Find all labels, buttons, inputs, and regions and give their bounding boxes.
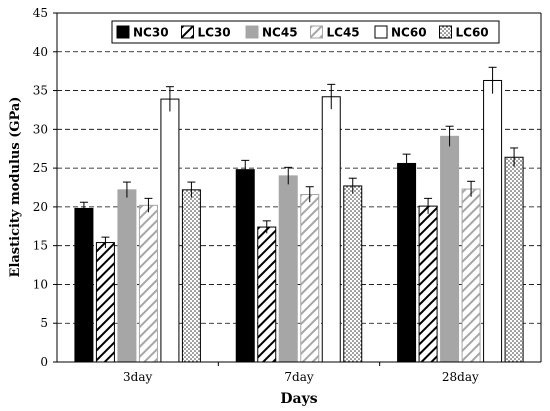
- legend-swatch-nc60: [374, 25, 388, 39]
- y-tick-label: 20: [33, 200, 48, 214]
- bar-lc60-3day: [181, 189, 201, 363]
- y-tick-label: 15: [33, 239, 48, 253]
- bar-nc30-28day: [397, 162, 417, 363]
- legend-label-lc45: LC45: [327, 26, 360, 40]
- bar-nc60-7day: [321, 96, 341, 363]
- bar-nc60-3day: [160, 98, 180, 363]
- axes: [56, 12, 542, 363]
- bar-lc45-3day: [138, 204, 158, 363]
- legend-swatch-lc45: [310, 25, 323, 39]
- y-tick-label: 30: [33, 122, 48, 136]
- legend-label-lc60: LC60: [456, 26, 489, 40]
- bar-lc45-7day: [300, 193, 320, 363]
- x-tick-labels: 3day 7day 28day: [123, 362, 479, 384]
- y-axis-title: Elasticity modulus (GPa): [8, 97, 23, 278]
- x-tick-label: 28day: [442, 370, 479, 384]
- bars: [74, 66, 524, 363]
- bar-lc60-28day: [504, 156, 524, 363]
- bar-lc30-28day: [418, 205, 438, 363]
- bar-lc30-3day: [95, 242, 115, 363]
- x-tick-label: 3day: [123, 370, 152, 384]
- y-tick-label: 10: [33, 277, 48, 291]
- y-tick-labels: 0 5 10 15 20 25 30 35 40 45: [33, 6, 48, 369]
- bar-nc45-3day: [117, 189, 137, 363]
- legend-swatch-nc30: [116, 25, 130, 39]
- legend-swatch-lc30: [181, 25, 194, 39]
- legend-swatch-lc60: [439, 25, 452, 39]
- y-tick-label: 45: [33, 6, 48, 20]
- x-axis-title: Days: [280, 391, 317, 407]
- legend: NC30 LC30 NC45 LC45 NC60 LC60: [111, 20, 500, 44]
- legend-label-nc45: NC45: [262, 26, 298, 40]
- bar-lc45-28day: [461, 188, 481, 363]
- bar-nc30-7day: [235, 169, 255, 363]
- legend-label-lc30: LC30: [198, 26, 231, 40]
- bar-lc60-7day: [343, 185, 363, 363]
- legend-label-nc30: NC30: [133, 26, 169, 40]
- bar-nc45-7day: [278, 175, 298, 363]
- legend-frame: [111, 20, 500, 44]
- bar-nc45-28day: [440, 135, 460, 363]
- x-tick-label: 7day: [284, 370, 313, 384]
- legend-label-nc60: NC60: [391, 26, 427, 40]
- y-tick-label: 40: [33, 45, 48, 59]
- bar-nc60-28day: [483, 79, 503, 363]
- legend-swatch-nc45: [245, 25, 259, 39]
- gridlines: [53, 12, 541, 363]
- bar-lc30-7day: [257, 226, 277, 363]
- y-tick-label: 35: [33, 84, 48, 98]
- y-tick-label: 5: [40, 316, 48, 330]
- y-tick-label: 25: [33, 161, 48, 175]
- bar-nc30-3day: [74, 207, 94, 363]
- y-tick-label: 0: [40, 355, 48, 369]
